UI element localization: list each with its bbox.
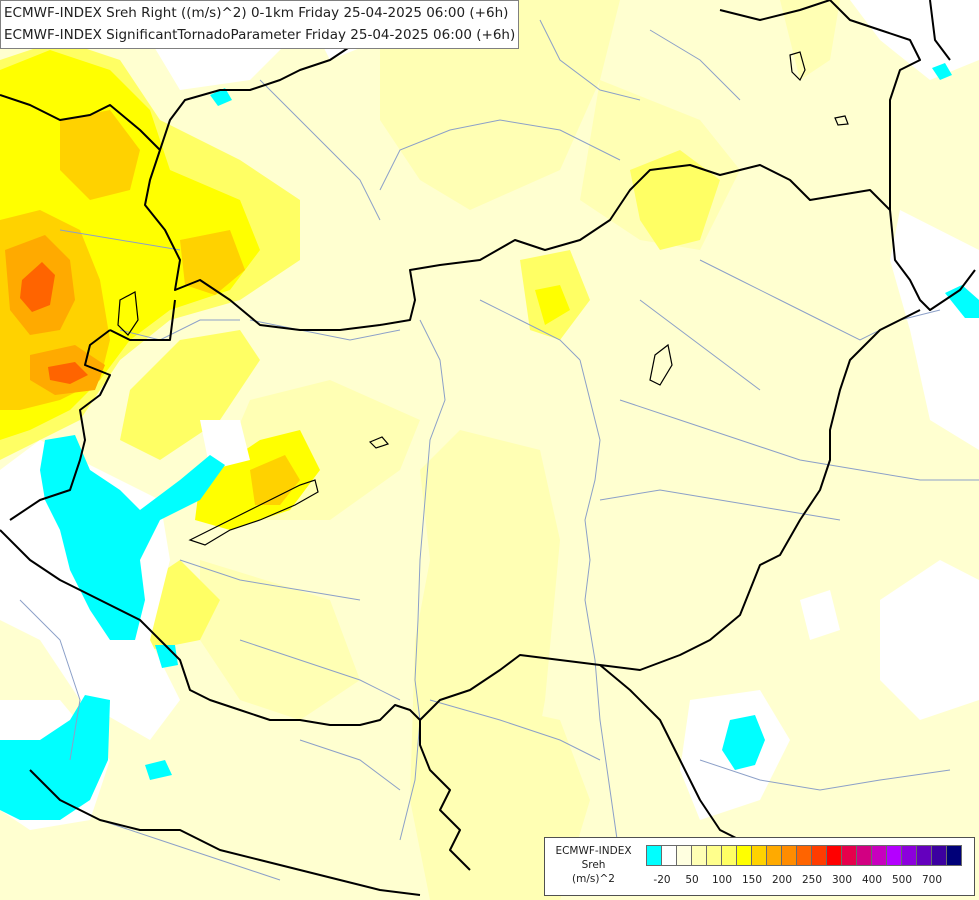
legend-title-unit: (m/s)^2 (572, 873, 615, 885)
legend-swatch (796, 845, 812, 866)
legend-swatch (931, 845, 947, 866)
map-title-box: ECMWF-INDEX Sreh Right ((m/s)^2) 0-1km F… (0, 0, 520, 49)
legend-tick-label: 250 (801, 874, 823, 886)
legend-tick-label: 150 (741, 874, 763, 886)
legend-tick-label: 500 (891, 874, 913, 886)
legend-swatch (766, 845, 782, 866)
legend-tick-label: 400 (861, 874, 883, 886)
legend-swatch (751, 845, 767, 866)
legend-swatch (646, 845, 662, 866)
legend-swatch (706, 845, 722, 866)
legend-swatch (826, 845, 842, 866)
legend-tick-label: 300 (831, 874, 853, 886)
legend-tick-label: -20 (653, 874, 671, 886)
legend-title: ECMWF-INDEX Sreh (m/s)^2 (545, 844, 642, 886)
legend-swatch (841, 845, 857, 866)
legend-title-model: ECMWF-INDEX (555, 845, 632, 857)
legend-swatch (661, 845, 677, 866)
legend-swatch (721, 845, 737, 866)
legend-swatch (676, 845, 692, 866)
legend-tick-label: 700 (921, 874, 943, 886)
rivers (19, 19, 979, 881)
legend-swatch (946, 845, 962, 866)
legend-title-parameter: Sreh (581, 859, 606, 871)
legend-ticks: -20 50 100 150 200 250 300 400 500 700 (545, 874, 976, 888)
legend-tick-label: 200 (771, 874, 793, 886)
title-line-stp: ECMWF-INDEX SignificantTornadoParameter … (4, 27, 516, 43)
legend-swatches (646, 845, 962, 866)
legend-swatch (871, 845, 887, 866)
legend-swatch (886, 845, 902, 866)
legend-swatch (916, 845, 932, 866)
legend-swatch (856, 845, 872, 866)
legend-tick-label: 100 (711, 874, 733, 886)
legend-tick-label: 50 (685, 874, 699, 886)
lake-outlines (117, 51, 849, 546)
legend-swatch (811, 845, 827, 866)
field-cyan (0, 63, 979, 820)
legend-swatch (691, 845, 707, 866)
title-line-sreh: ECMWF-INDEX Sreh Right ((m/s)^2) 0-1km F… (4, 5, 509, 21)
legend-swatch (901, 845, 917, 866)
color-legend: ECMWF-INDEX Sreh (m/s)^2 -20 50 100 150 200 2… (544, 837, 975, 896)
legend-swatch (781, 845, 797, 866)
field-dark-orange (20, 262, 88, 384)
legend-swatch (736, 845, 752, 866)
